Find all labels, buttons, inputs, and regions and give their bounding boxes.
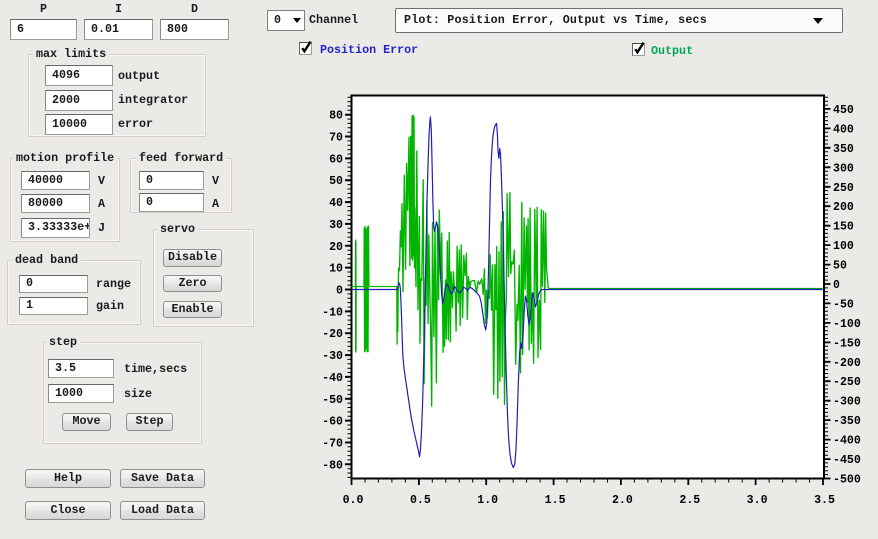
svg-text:300: 300 xyxy=(833,162,854,175)
svg-text:-50: -50 xyxy=(833,298,854,311)
svg-text:150: 150 xyxy=(833,221,854,234)
svg-text:-50: -50 xyxy=(322,394,343,407)
svg-text:-60: -60 xyxy=(322,416,343,429)
svg-text:-250: -250 xyxy=(833,376,861,389)
svg-text:0: 0 xyxy=(833,279,840,292)
svg-text:0.5: 0.5 xyxy=(410,494,431,507)
svg-text:-150: -150 xyxy=(833,337,861,350)
svg-text:0.0: 0.0 xyxy=(343,494,364,507)
svg-text:2.5: 2.5 xyxy=(679,494,700,507)
svg-text:3.5: 3.5 xyxy=(814,494,835,507)
svg-text:400: 400 xyxy=(833,123,854,136)
svg-text:200: 200 xyxy=(833,201,854,214)
svg-text:2.0: 2.0 xyxy=(612,494,633,507)
svg-text:350: 350 xyxy=(833,143,854,156)
svg-text:20: 20 xyxy=(329,241,343,254)
svg-text:-40: -40 xyxy=(322,372,343,385)
svg-text:50: 50 xyxy=(329,175,343,188)
svg-text:-200: -200 xyxy=(833,357,861,370)
svg-text:60: 60 xyxy=(329,153,343,166)
svg-text:450: 450 xyxy=(833,104,854,117)
svg-text:100: 100 xyxy=(833,240,854,253)
svg-text:1.5: 1.5 xyxy=(545,494,566,507)
svg-text:70: 70 xyxy=(329,132,343,145)
svg-text:250: 250 xyxy=(833,182,854,195)
svg-text:-80: -80 xyxy=(322,459,343,472)
svg-text:-30: -30 xyxy=(322,350,343,363)
svg-text:50: 50 xyxy=(833,260,847,273)
svg-text:-500: -500 xyxy=(833,474,861,487)
svg-text:-300: -300 xyxy=(833,396,861,409)
svg-text:1.0: 1.0 xyxy=(477,494,498,507)
svg-text:-20: -20 xyxy=(322,328,343,341)
svg-text:3.0: 3.0 xyxy=(747,494,768,507)
svg-text:80: 80 xyxy=(329,110,343,123)
svg-text:30: 30 xyxy=(329,219,343,232)
svg-text:40: 40 xyxy=(329,197,343,210)
svg-text:-100: -100 xyxy=(833,318,861,331)
svg-text:-10: -10 xyxy=(322,306,343,319)
svg-text:10: 10 xyxy=(329,263,343,276)
svg-text:0: 0 xyxy=(336,285,343,298)
svg-text:-450: -450 xyxy=(833,454,861,467)
svg-text:-70: -70 xyxy=(322,438,343,451)
svg-text:-350: -350 xyxy=(833,415,861,428)
svg-text:-400: -400 xyxy=(833,435,861,448)
